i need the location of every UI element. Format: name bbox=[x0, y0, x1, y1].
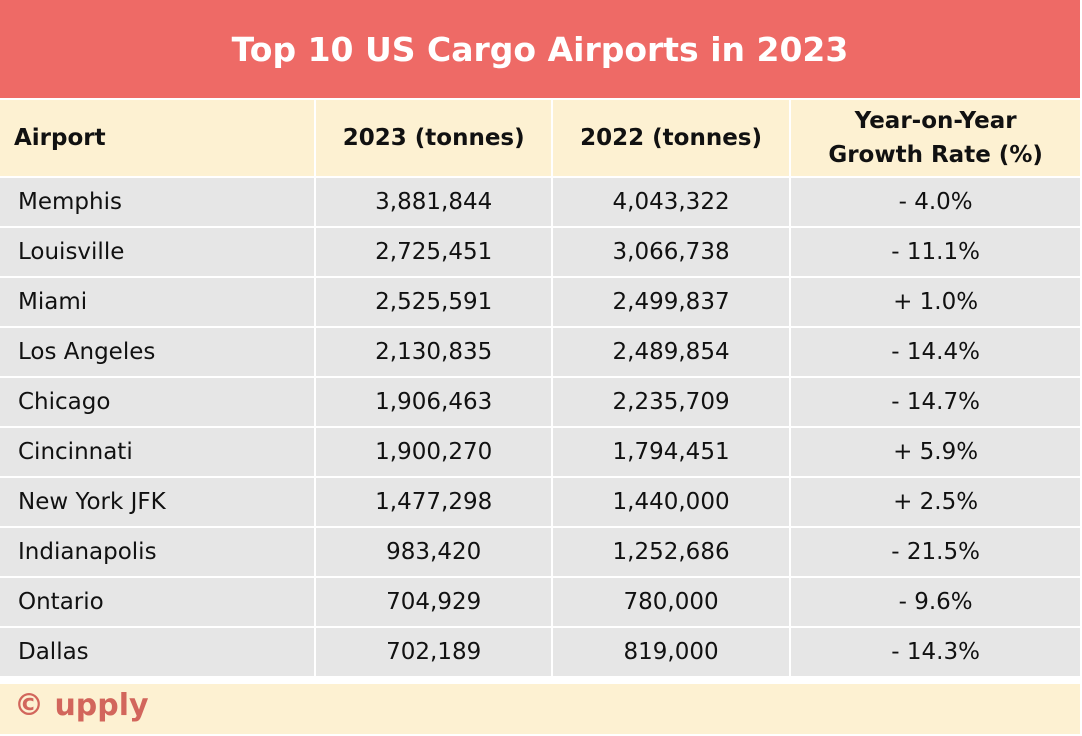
cell-growth-rate: - 4.0% bbox=[791, 178, 1080, 226]
cargo-airports-table: Airport 2023 (tonnes) 2022 (tonnes) Year… bbox=[0, 98, 1082, 678]
cell-tonnes-2022: 780,000 bbox=[552, 578, 790, 626]
cell-tonnes-2023: 702,189 bbox=[316, 628, 551, 676]
cell-tonnes-2022: 2,489,854 bbox=[552, 328, 790, 376]
cell-airport: Memphis bbox=[0, 178, 315, 226]
cell-tonnes-2022: 1,440,000 bbox=[552, 478, 790, 526]
table-row: Cincinnati 1,900,270 1,794,451 + 5.9% bbox=[0, 428, 1080, 476]
cell-airport: Chicago bbox=[0, 378, 315, 426]
header-2023: 2023 (tonnes) bbox=[316, 100, 551, 176]
upply-logo: © upply bbox=[14, 688, 149, 723]
table-row: Chicago 1,906,463 2,235,709- 14.7% bbox=[0, 378, 1080, 426]
cell-airport: Los Angeles bbox=[0, 328, 315, 376]
header-2022: 2022 (tonnes) bbox=[552, 100, 790, 176]
header-growth: Year-on-Year Growth Rate (%) bbox=[791, 100, 1080, 176]
cell-tonnes-2023: 2,130,835 bbox=[316, 328, 551, 376]
table-row: Indianapolis 983,420 1,252,686- 21.5% bbox=[0, 528, 1080, 576]
cell-airport: Dallas bbox=[0, 628, 315, 676]
cell-tonnes-2023: 1,477,298 bbox=[316, 478, 551, 526]
cell-airport: Miami bbox=[0, 278, 315, 326]
cell-growth-rate: + 1.0% bbox=[791, 278, 1080, 326]
cell-tonnes-2022: 2,235,709 bbox=[552, 378, 790, 426]
cell-tonnes-2023: 1,906,463 bbox=[316, 378, 551, 426]
cell-airport: Cincinnati bbox=[0, 428, 315, 476]
cell-tonnes-2023: 3,881,844 bbox=[316, 178, 551, 226]
table-row: Miami 2,525,591 2,499,837 + 1.0% bbox=[0, 278, 1080, 326]
table-row: Dallas 702,189 819,000- 14.3% bbox=[0, 628, 1080, 676]
cell-airport: New York JFK bbox=[0, 478, 315, 526]
cell-tonnes-2022: 4,043,322 bbox=[552, 178, 790, 226]
cell-growth-rate: - 11.1% bbox=[791, 228, 1080, 276]
cell-tonnes-2023: 1,900,270 bbox=[316, 428, 551, 476]
footer: © upply bbox=[0, 684, 1080, 734]
cell-tonnes-2022: 1,794,451 bbox=[552, 428, 790, 476]
table-header-row: Airport 2023 (tonnes) 2022 (tonnes) Year… bbox=[0, 100, 1080, 176]
table-row: Ontario 704,929 780,000- 9.6% bbox=[0, 578, 1080, 626]
cell-airport: Louisville bbox=[0, 228, 315, 276]
table-row: Los Angeles 2,130,835 2,489,854- 14.4% bbox=[0, 328, 1080, 376]
table-row: Louisville 2,725,451 3,066,738- 11.1% bbox=[0, 228, 1080, 276]
cell-growth-rate: - 21.5% bbox=[791, 528, 1080, 576]
cell-tonnes-2022: 1,252,686 bbox=[552, 528, 790, 576]
cell-tonnes-2023: 2,725,451 bbox=[316, 228, 551, 276]
cell-tonnes-2023: 983,420 bbox=[316, 528, 551, 576]
cell-growth-rate: - 14.3% bbox=[791, 628, 1080, 676]
cell-tonnes-2022: 819,000 bbox=[552, 628, 790, 676]
header-airport: Airport bbox=[0, 100, 315, 176]
cell-airport: Ontario bbox=[0, 578, 315, 626]
cell-tonnes-2022: 2,499,837 bbox=[552, 278, 790, 326]
cell-tonnes-2023: 2,525,591 bbox=[316, 278, 551, 326]
table-row: Memphis 3,881,844 4,043,322- 4.0% bbox=[0, 178, 1080, 226]
cell-growth-rate: + 2.5% bbox=[791, 478, 1080, 526]
cell-tonnes-2023: 704,929 bbox=[316, 578, 551, 626]
cell-growth-rate: + 5.9% bbox=[791, 428, 1080, 476]
cell-tonnes-2022: 3,066,738 bbox=[552, 228, 790, 276]
cell-growth-rate: - 14.7% bbox=[791, 378, 1080, 426]
cell-airport: Indianapolis bbox=[0, 528, 315, 576]
page-title: Top 10 US Cargo Airports in 2023 bbox=[0, 0, 1080, 98]
cell-growth-rate: - 9.6% bbox=[791, 578, 1080, 626]
cell-growth-rate: - 14.4% bbox=[791, 328, 1080, 376]
table-row: New York JFK 1,477,298 1,440,000 + 2.5% bbox=[0, 478, 1080, 526]
